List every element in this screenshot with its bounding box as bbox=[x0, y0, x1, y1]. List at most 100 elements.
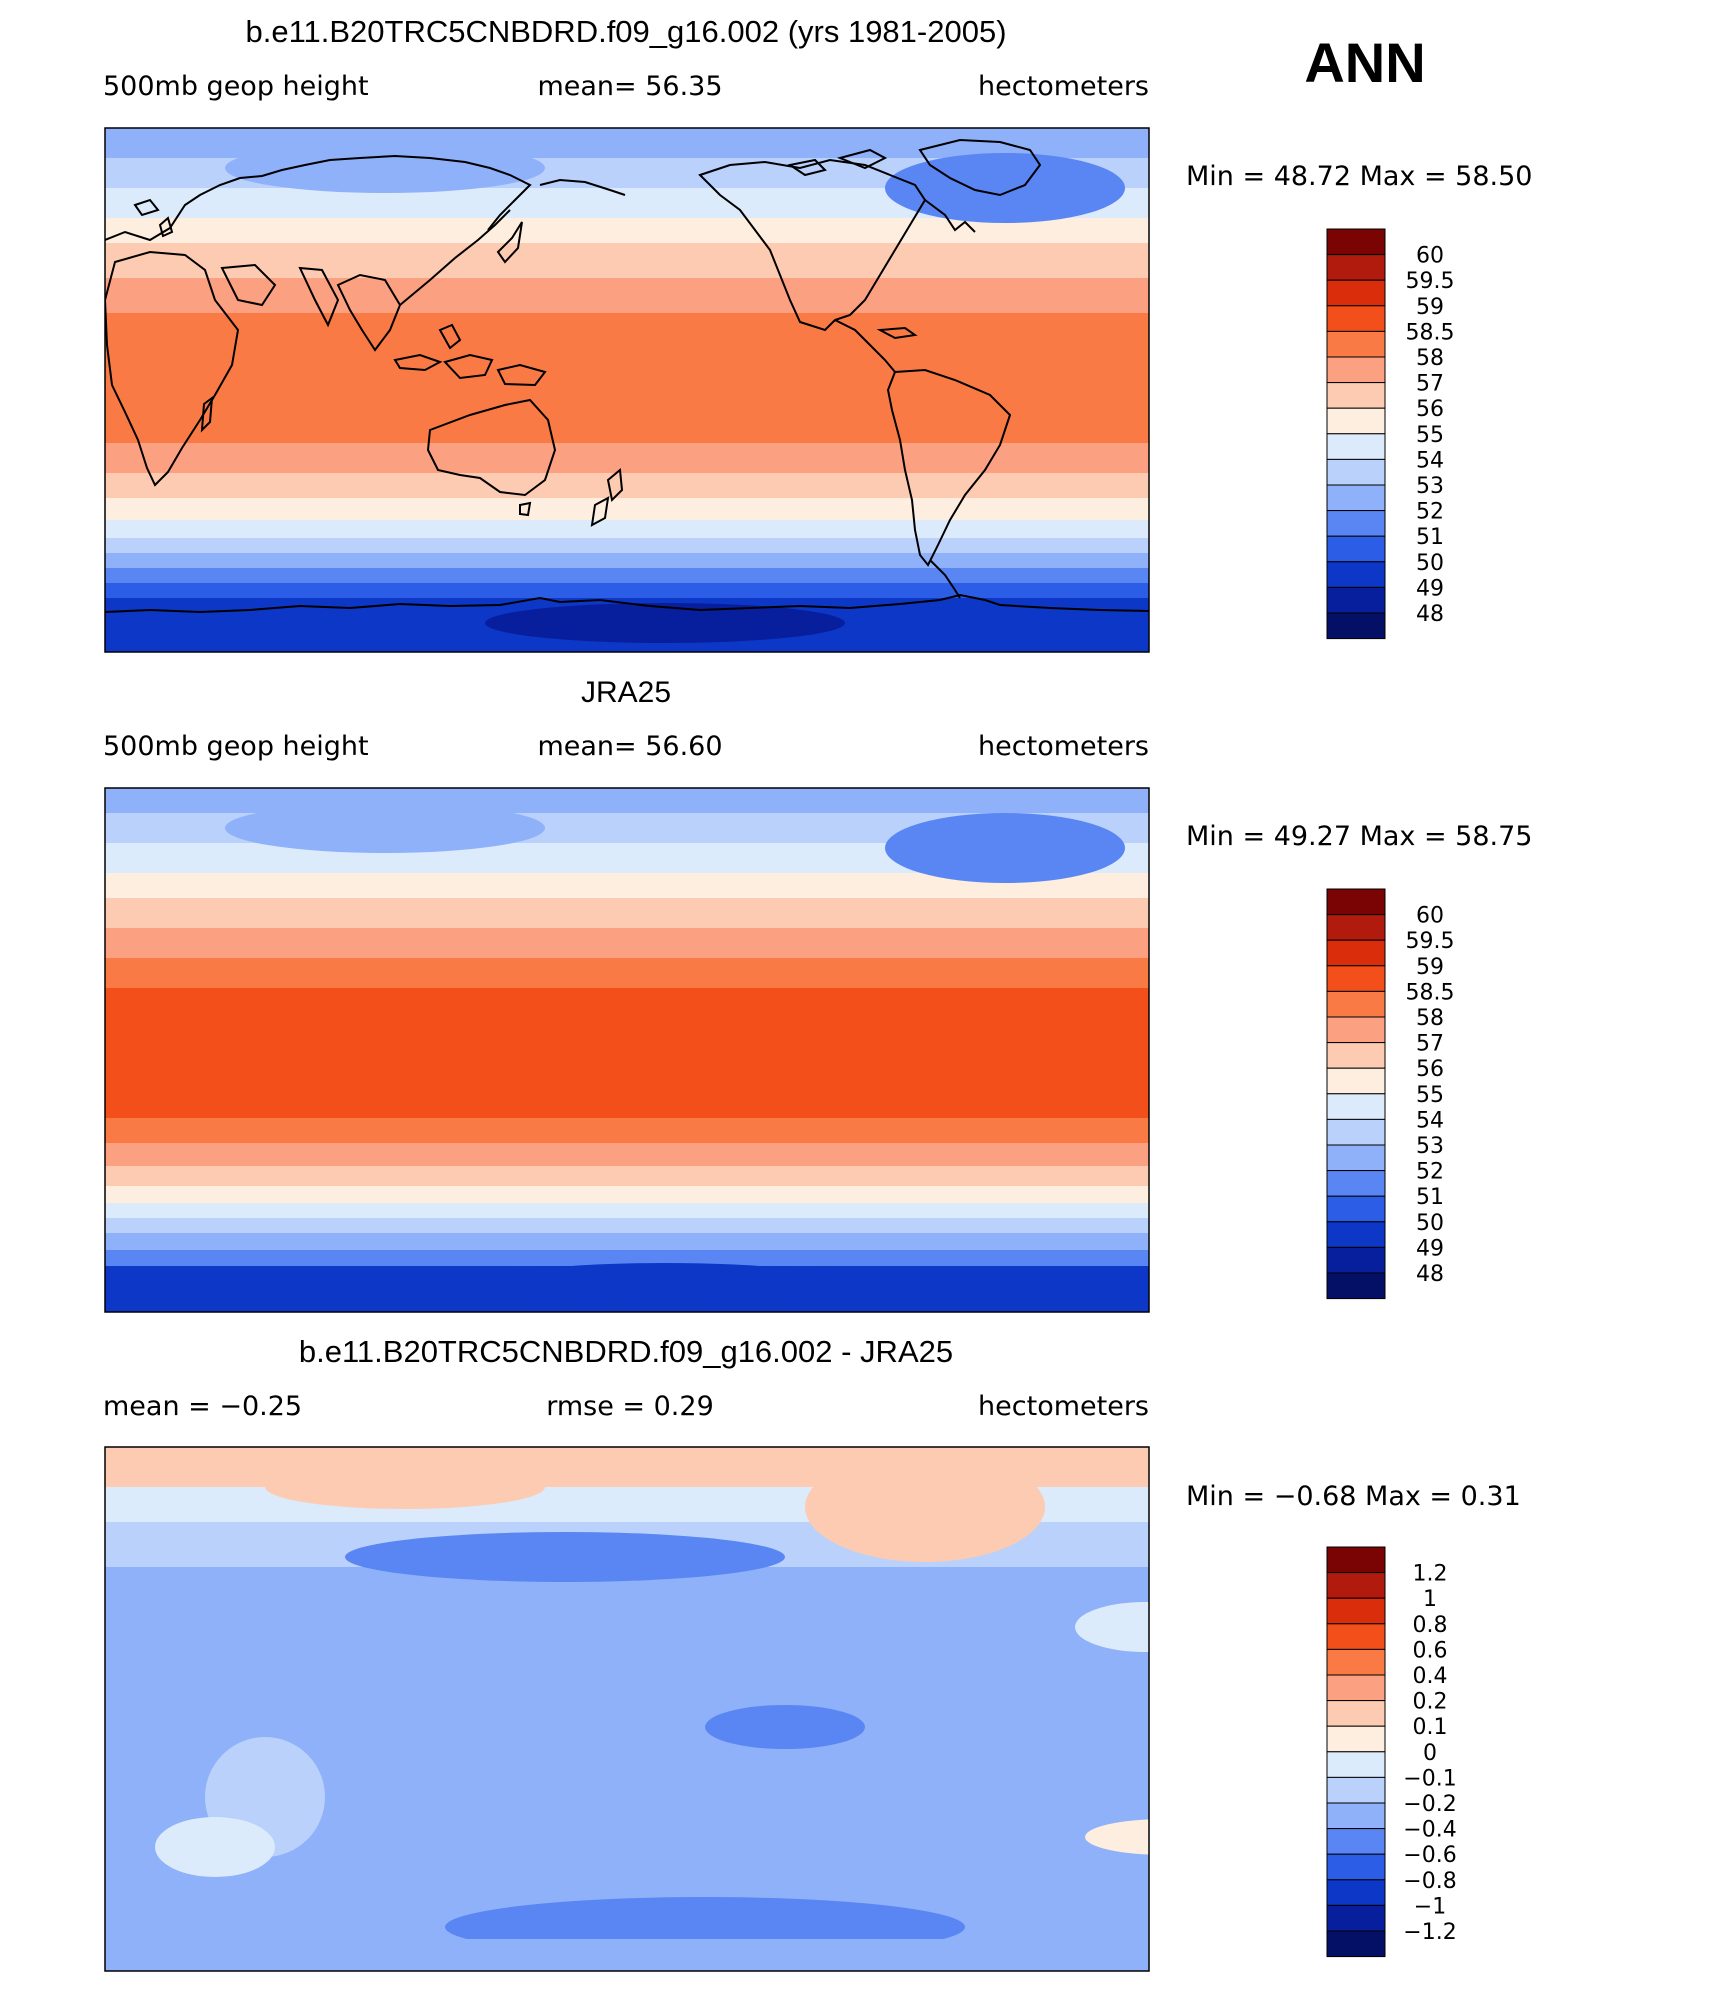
colorbar-tick-label: −0.2 bbox=[1403, 1792, 1456, 1817]
contour-blob bbox=[225, 803, 545, 853]
colorbar-swatch bbox=[1326, 1648, 1386, 1676]
map-field bbox=[105, 1447, 1149, 1971]
contour-band bbox=[105, 1233, 1149, 1251]
contour-blob bbox=[485, 1263, 845, 1303]
contour-band bbox=[105, 1118, 1149, 1144]
colorbar-swatch bbox=[1326, 1272, 1386, 1300]
colorbar-tick-label: 52 bbox=[1416, 1160, 1444, 1185]
colorbar-swatch bbox=[1326, 279, 1386, 307]
contour-band bbox=[105, 553, 1149, 569]
colorbar-swatch bbox=[1326, 1067, 1386, 1095]
colorbar-swatch bbox=[1326, 1674, 1386, 1702]
contour-blob bbox=[345, 1532, 785, 1582]
colorbar-tick-label: 50 bbox=[1416, 1211, 1444, 1236]
colorbar-tick-label: −0.1 bbox=[1403, 1766, 1456, 1791]
colorbar-tick-label: 58.5 bbox=[1406, 980, 1455, 1005]
contour-blob bbox=[1075, 1602, 1149, 1652]
colorbar-swatch bbox=[1326, 484, 1386, 512]
colorbar-tick-label: 60 bbox=[1416, 904, 1444, 929]
colorbar-swatch bbox=[1326, 612, 1386, 640]
colorbar-swatch bbox=[1326, 1751, 1386, 1778]
colorbar-swatch bbox=[1326, 356, 1386, 384]
colorbar-swatch bbox=[1326, 1700, 1386, 1727]
panel-title: JRA25 bbox=[581, 676, 671, 709]
map-field bbox=[105, 128, 1149, 652]
colorbar-tick-label: 57 bbox=[1416, 372, 1444, 397]
colorbar-tick-label: 53 bbox=[1416, 1134, 1444, 1159]
colorbar-swatch bbox=[1326, 382, 1386, 409]
colorbar-swatch bbox=[1326, 1246, 1386, 1274]
colorbar-tick-label: 57 bbox=[1416, 1032, 1444, 1057]
colorbar-swatch bbox=[1326, 939, 1386, 967]
colorbar-tick-label: 60 bbox=[1416, 244, 1444, 269]
contour-band bbox=[105, 473, 1149, 499]
center-label: mean= 56.35 bbox=[537, 71, 722, 102]
colorbar-tick-label: 0.1 bbox=[1413, 1715, 1448, 1740]
colorbar-swatch bbox=[1326, 1118, 1386, 1146]
panel-title: b.e11.B20TRC5CNBDRD.f09_g16.002 (yrs 198… bbox=[245, 14, 1006, 49]
colorbar-tick-label: 0.4 bbox=[1413, 1664, 1448, 1689]
contour-band bbox=[105, 1218, 1149, 1234]
contour-blob bbox=[1085, 1819, 1149, 1855]
contour-band bbox=[105, 1166, 1149, 1187]
colorbar-swatch bbox=[1326, 561, 1386, 588]
panel-observation: JRA25 500mb geop height mean= 56.60 hectome… bbox=[103, 676, 1532, 1313]
min-max-label: Min = −0.68 Max = 0.31 bbox=[1186, 1481, 1521, 1512]
center-label: rmse = 0.29 bbox=[546, 1391, 714, 1422]
map-field bbox=[105, 788, 1149, 1312]
colorbar-swatch bbox=[1326, 305, 1386, 332]
panel-model: b.e11.B20TRC5CNBDRD.f09_g16.002 (yrs 198… bbox=[103, 14, 1532, 653]
contour-blob bbox=[885, 153, 1125, 223]
colorbar-swatch bbox=[1326, 1828, 1386, 1855]
contour-band bbox=[105, 538, 1149, 554]
contour-band bbox=[105, 928, 1149, 959]
colorbar-swatch bbox=[1326, 1776, 1386, 1804]
colorbar-tick-label: −1 bbox=[1414, 1894, 1446, 1919]
contour-blob bbox=[705, 1705, 865, 1749]
colorbar: 1.210.80.60.40.20.10−0.1−0.2−0.4−0.6−0.8… bbox=[1326, 1546, 1457, 1958]
season-label: ANN bbox=[1304, 31, 1425, 94]
colorbar-tick-label: 50 bbox=[1416, 551, 1444, 576]
colorbar-swatch bbox=[1326, 1572, 1386, 1599]
contour-blob bbox=[125, 1652, 445, 1722]
colorbar-swatch bbox=[1326, 1221, 1386, 1248]
contour-blob bbox=[485, 603, 845, 643]
contour-band bbox=[105, 1186, 1149, 1204]
contour-blob bbox=[225, 143, 545, 193]
contour-band bbox=[105, 988, 1149, 1119]
colorbar-swatch bbox=[1326, 586, 1386, 614]
contour-band bbox=[105, 313, 1149, 444]
colorbar-swatch bbox=[1326, 433, 1386, 460]
units-label: hectometers bbox=[978, 1391, 1149, 1422]
colorbar-tick-label: 58 bbox=[1416, 346, 1444, 371]
colorbar-tick-label: 0.6 bbox=[1413, 1638, 1448, 1663]
colorbar-swatch bbox=[1326, 1853, 1386, 1881]
colorbar-tick-label: 54 bbox=[1416, 448, 1444, 473]
colorbar-swatch bbox=[1326, 914, 1386, 941]
contour-blob bbox=[265, 1465, 545, 1509]
left-label: 500mb geop height bbox=[103, 731, 369, 762]
colorbar-tick-label: −1.2 bbox=[1403, 1920, 1456, 1945]
contour-band bbox=[105, 788, 1149, 814]
colorbar-swatch bbox=[1326, 458, 1386, 486]
contour-blob bbox=[805, 1452, 1045, 1562]
contour-band bbox=[105, 898, 1149, 929]
colorbar-swatch bbox=[1326, 1195, 1386, 1223]
colorbar-tick-label: −0.4 bbox=[1403, 1818, 1456, 1843]
contour-band bbox=[105, 583, 1149, 599]
contour-blob bbox=[945, 1849, 1125, 1905]
colorbar-swatch bbox=[1326, 1144, 1386, 1172]
left-label: mean = −0.25 bbox=[103, 1391, 302, 1422]
contour-band bbox=[105, 243, 1149, 279]
contour-band bbox=[105, 1203, 1149, 1219]
units-label: hectometers bbox=[978, 71, 1149, 102]
colorbar-swatch bbox=[1326, 1597, 1386, 1625]
colorbar-tick-label: 55 bbox=[1416, 1083, 1444, 1108]
contour-band bbox=[105, 958, 1149, 989]
colorbar-swatch bbox=[1326, 1725, 1386, 1753]
colorbar-tick-label: 53 bbox=[1416, 474, 1444, 499]
colorbar-swatch bbox=[1326, 535, 1386, 563]
colorbar-swatch bbox=[1326, 330, 1386, 358]
